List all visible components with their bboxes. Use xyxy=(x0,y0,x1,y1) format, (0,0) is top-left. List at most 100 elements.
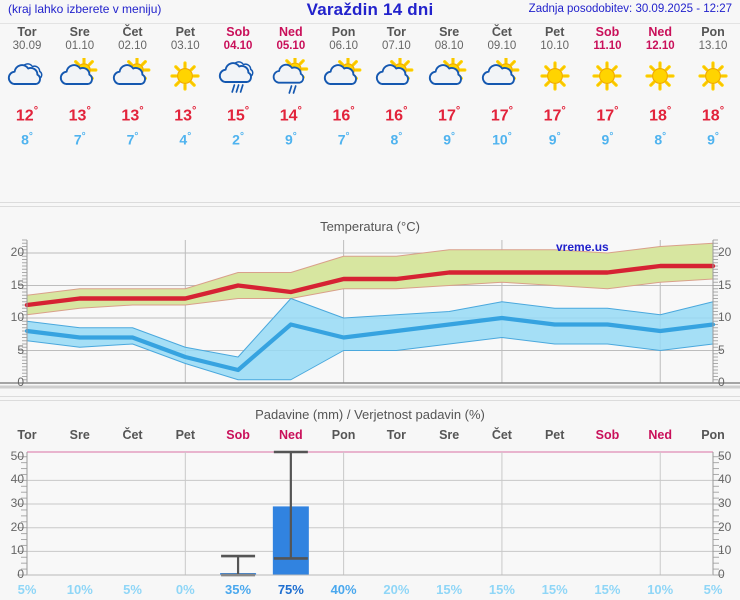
degree-symbol: ° xyxy=(403,105,408,117)
precipitation-day-label: Ned xyxy=(648,428,673,442)
day-date-label: 05.10 xyxy=(276,40,306,52)
weather-sun-rain-icon xyxy=(264,56,317,98)
day-column[interactable]: Sob 11.10 17° 9° xyxy=(581,26,634,150)
precipitation-day-label: Sob xyxy=(595,428,620,442)
degree-symbol: ° xyxy=(398,131,403,143)
max-temperature-value: 18 xyxy=(649,107,667,125)
day-date-label: 11.10 xyxy=(593,40,622,52)
day-of-week-label: Čet xyxy=(491,25,512,39)
day-of-week-label: Pon xyxy=(331,25,356,39)
precipitation-y-tick-label-right: 0 xyxy=(718,567,725,581)
max-temperature: 17° xyxy=(476,100,529,127)
min-temperature: 9° xyxy=(528,127,581,150)
precipitation-day-label: Pon xyxy=(331,428,356,442)
precipitation-probability-value: 5% xyxy=(703,582,723,597)
day-date-label: 04.10 xyxy=(223,40,253,52)
day-column[interactable]: Ned 12.10 18° 8° xyxy=(634,26,687,150)
max-temperature-value: 15 xyxy=(226,107,245,125)
degree-symbol: ° xyxy=(451,131,456,143)
day-column[interactable]: Pet 10.10 17° 9° xyxy=(528,26,581,150)
min-temperature: 8° xyxy=(634,127,687,150)
min-temperature-value: 9 xyxy=(443,131,452,148)
day-column[interactable]: Tor 07.10 16° 8° xyxy=(370,26,423,150)
precipitation-chart xyxy=(0,444,740,585)
day-column[interactable]: Sre 08.10 17° 9° xyxy=(423,26,476,150)
degree-symbol: ° xyxy=(134,131,139,143)
day-column[interactable]: Pet 03.10 13° 4° xyxy=(159,26,212,150)
menu-hint-text: (kraj lahko izberete v meniju) xyxy=(8,2,162,16)
degree-symbol: ° xyxy=(714,131,719,143)
max-temperature-value: 12 xyxy=(15,107,34,125)
precipitation-probability-value: 35% xyxy=(225,582,252,597)
min-temperature: 9° xyxy=(687,127,740,150)
degree-symbol: ° xyxy=(666,105,672,117)
temperature-y-tick-label: 15 xyxy=(10,277,24,292)
precipitation-probability-value: 10% xyxy=(647,582,674,597)
weather-sunny-icon xyxy=(159,56,212,98)
day-column[interactable]: Tor 30.09 12° 8° xyxy=(1,26,54,150)
day-of-week-label: Pon xyxy=(701,25,725,39)
precipitation-day-label: Sre xyxy=(69,428,90,442)
day-of-week-label: Tor xyxy=(17,25,37,39)
precipitation-y-tick-label: 30 xyxy=(10,496,24,511)
day-column[interactable]: Čet 02.10 13° 7° xyxy=(106,26,159,150)
max-temperature-value: 17 xyxy=(438,107,456,125)
temperature-chart xyxy=(0,236,740,396)
max-temperature: 13° xyxy=(53,100,106,127)
min-temperature-value: 9 xyxy=(548,131,557,148)
day-date-label: 08.10 xyxy=(434,40,464,52)
precipitation-y-tick-label-right: 20 xyxy=(718,519,732,534)
precipitation-probability-value: 10% xyxy=(66,582,93,597)
temperature-y-tick-label-right: 5 xyxy=(718,342,725,357)
min-temperature: 8° xyxy=(370,127,423,150)
weather-partly-sunny-icon xyxy=(53,56,106,98)
day-column[interactable]: Pon 06.10 16° 7° xyxy=(317,26,370,150)
temperature-y-tick-label-right: 10 xyxy=(718,310,732,324)
day-date-label: 03.10 xyxy=(170,40,200,52)
max-temperature-value: 17 xyxy=(543,107,562,125)
precipitation-day-label: Čet xyxy=(491,428,512,442)
max-temperature: 13° xyxy=(159,100,212,127)
min-temperature-value: 9 xyxy=(601,131,610,148)
degree-symbol: ° xyxy=(345,131,350,143)
precipitation-probability-value: 15% xyxy=(541,582,568,597)
day-column[interactable]: Čet 09.10 17° 10° xyxy=(476,26,529,150)
temperature-y-tick-label-right: 0 xyxy=(718,375,725,389)
min-temperature: 7° xyxy=(317,127,370,150)
day-column[interactable]: Ned 05.10 14° 9° xyxy=(264,26,317,150)
degree-symbol: ° xyxy=(86,105,91,117)
degree-symbol: ° xyxy=(81,131,86,143)
precipitation-probability-value: 40% xyxy=(330,582,357,597)
min-temperature-value: 7 xyxy=(73,131,82,148)
day-of-week-label: Ned xyxy=(279,25,303,39)
precipitation-y-tick-label: 10 xyxy=(10,543,24,558)
precipitation-y-tick-label: 0 xyxy=(17,567,24,581)
day-of-week-label: Pet xyxy=(544,25,565,39)
max-temperature: 15° xyxy=(212,100,265,127)
precipitation-y-tick-label: 40 xyxy=(10,472,24,487)
daily-forecast-strip: Tor 30.09 12° 8° Sre 01.10 13° 7° Čet 02.10 13° 7° P… xyxy=(0,26,740,191)
day-column[interactable]: Sob 04.10 15° 2° xyxy=(212,26,265,150)
precipitation-day-label: Ned xyxy=(279,428,303,442)
degree-symbol: ° xyxy=(33,105,39,117)
min-temperature-value: 9 xyxy=(284,131,293,148)
weather-sunny-icon xyxy=(687,56,740,98)
max-temperature: 17° xyxy=(423,100,476,127)
day-of-week-label: Ned xyxy=(648,25,673,39)
max-temperature-value: 13 xyxy=(121,107,140,125)
min-temperature-value: 4 xyxy=(179,131,188,148)
day-column[interactable]: Sre 01.10 13° 7° xyxy=(53,26,106,150)
precipitation-day-label: Sre xyxy=(439,428,460,442)
day-of-week-label: Sre xyxy=(439,25,460,39)
max-temperature-value: 14 xyxy=(279,107,298,125)
max-temperature-value: 13 xyxy=(68,107,87,125)
day-column[interactable]: Pon 13.10 18° 9° xyxy=(687,26,740,150)
weather-cloudy-icon xyxy=(1,56,54,98)
day-date-label: 12.10 xyxy=(645,40,675,52)
day-date-label: 13.10 xyxy=(698,40,728,52)
max-temperature: 17° xyxy=(528,100,581,127)
min-temperature: 9° xyxy=(423,127,476,150)
max-temperature: 16° xyxy=(317,100,370,127)
min-temperature: 7° xyxy=(53,127,106,150)
